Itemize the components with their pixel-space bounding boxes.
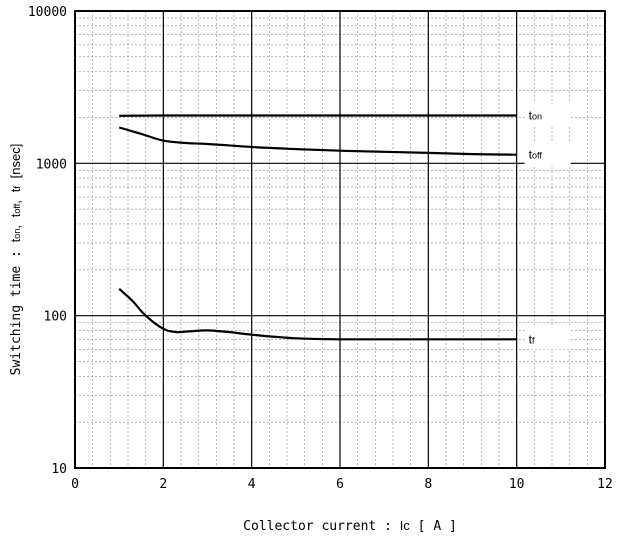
y-tick-label: 1000 (36, 157, 67, 172)
x-axis-label: Collector current : Ic [ A ] (243, 518, 457, 534)
x-tick-label: 0 (71, 477, 79, 492)
x-tick-label: 12 (597, 477, 613, 492)
series-lines (118, 114, 517, 341)
series-label-tf: tf (529, 332, 535, 346)
series-line-toff (118, 126, 517, 156)
y-tick-label: 10 (51, 462, 67, 477)
y-tick-label: 100 (44, 310, 67, 325)
y-tick-label: 10000 (28, 5, 67, 20)
series-line-tf (118, 287, 517, 341)
x-tick-label: 10 (509, 477, 525, 492)
plot-frame (74, 10, 606, 469)
series-labels: ton toff tf (524, 103, 571, 350)
major-gridlines (75, 11, 605, 468)
series-label-ton: ton (529, 109, 542, 123)
series-label-toff: toff (529, 148, 543, 162)
x-tick-label: 8 (424, 477, 432, 492)
x-tick-label: 4 (248, 477, 256, 492)
y-axis-label: Switching time : ton, toff, tf [nsec] (8, 144, 24, 376)
x-tick-label: 2 (159, 477, 167, 492)
x-tick-label: 6 (336, 477, 344, 492)
y-tick-labels: 10 100 1000 10000 (28, 5, 67, 477)
x-tick-labels: 0 2 4 6 8 10 12 (71, 477, 613, 492)
series-label-background (524, 142, 571, 165)
series-label-background (524, 327, 571, 350)
series-label-background (524, 103, 571, 126)
